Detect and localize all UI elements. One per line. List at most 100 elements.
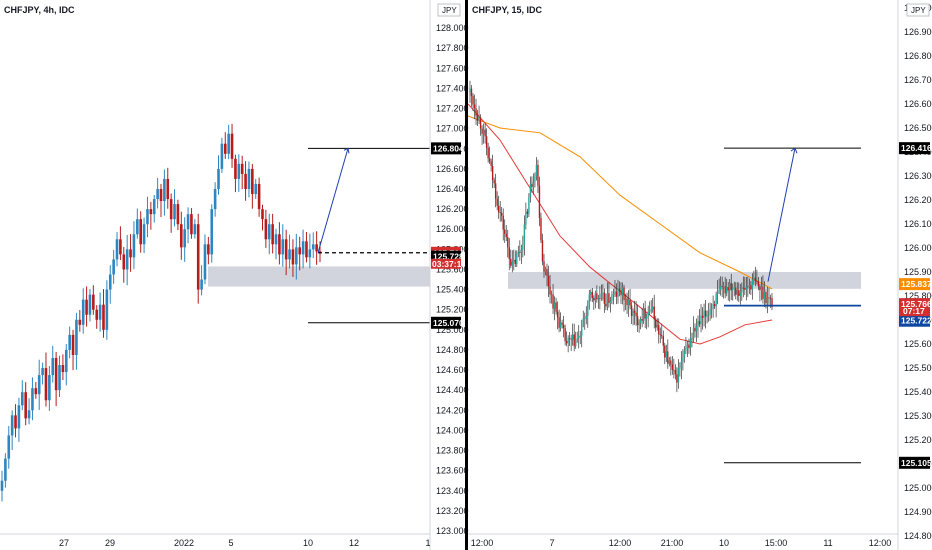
right-candle[interactable] — [491, 154, 494, 189]
left-candle[interactable] — [183, 217, 186, 262]
left-candle[interactable] — [308, 233, 312, 269]
left-candle[interactable] — [207, 236, 210, 265]
right-candle[interactable] — [757, 276, 760, 291]
left-candle[interactable] — [156, 177, 159, 209]
right-candle[interactable] — [611, 291, 613, 305]
right-candle[interactable] — [721, 276, 723, 297]
right-candle[interactable] — [594, 290, 597, 309]
right-candle[interactable] — [609, 296, 612, 313]
right-candle[interactable] — [612, 288, 615, 305]
right-supply-zone[interactable] — [508, 272, 861, 289]
right-candle[interactable] — [496, 191, 498, 211]
right-candle[interactable] — [573, 323, 575, 352]
right-candle[interactable] — [565, 331, 568, 347]
right-candle[interactable] — [627, 290, 630, 317]
left-candle[interactable] — [146, 196, 149, 238]
right-candle[interactable] — [727, 282, 729, 301]
right-candle[interactable] — [667, 339, 669, 369]
left-candle[interactable] — [14, 404, 17, 438]
right-candle[interactable] — [487, 142, 489, 163]
right-candle[interactable] — [771, 293, 773, 311]
right-candle[interactable] — [747, 276, 749, 297]
right-candle[interactable] — [588, 290, 590, 310]
right-candle[interactable] — [735, 282, 737, 300]
right-candle[interactable] — [632, 308, 634, 326]
right-candle[interactable] — [756, 269, 758, 285]
right-candle[interactable] — [739, 283, 741, 305]
left-candle[interactable] — [31, 377, 34, 421]
right-candle[interactable] — [763, 281, 766, 308]
right-candle[interactable] — [662, 330, 664, 353]
right-candle[interactable] — [540, 212, 542, 244]
left-candle[interactable] — [247, 161, 251, 198]
left-candle[interactable] — [159, 183, 163, 218]
right-candle[interactable] — [556, 301, 559, 330]
right-candle[interactable] — [644, 300, 646, 329]
right-candle[interactable] — [576, 331, 578, 343]
right-candle[interactable] — [605, 293, 607, 311]
right-candle[interactable] — [635, 301, 637, 326]
left-price-tag[interactable]: 126.804 — [431, 142, 464, 155]
right-candle[interactable] — [516, 250, 518, 268]
right-candle[interactable] — [652, 297, 654, 313]
left-candle[interactable] — [264, 209, 268, 248]
left-candle[interactable] — [139, 211, 143, 253]
left-candle[interactable] — [257, 177, 261, 217]
right-candle[interactable] — [645, 313, 648, 330]
right-ema-fast-line[interactable] — [467, 103, 773, 345]
left-candle[interactable] — [34, 382, 38, 399]
right-candle[interactable] — [750, 281, 752, 295]
left-candle[interactable] — [227, 124, 230, 160]
right-candle[interactable] — [597, 294, 600, 309]
right-candle[interactable] — [633, 300, 636, 325]
left-candle[interactable] — [61, 354, 65, 381]
right-candle[interactable] — [534, 172, 536, 188]
right-candle[interactable] — [623, 284, 625, 312]
right-candle[interactable] — [671, 356, 674, 375]
left-candle[interactable] — [311, 232, 315, 259]
left-candle[interactable] — [122, 247, 126, 283]
right-candle[interactable] — [504, 219, 506, 243]
right-candle[interactable] — [736, 282, 738, 301]
right-candle[interactable] — [578, 325, 580, 349]
left-chart-pane[interactable]: 128.000 127.800 127.600 127.400 127.200 127.0… — [0, 0, 469, 550]
right-candle[interactable] — [553, 296, 556, 321]
left-candle[interactable] — [261, 204, 264, 231]
left-candle[interactable] — [48, 366, 51, 411]
right-candle[interactable] — [514, 250, 516, 267]
left-candle[interactable] — [203, 234, 207, 285]
right-candle[interactable] — [526, 208, 529, 219]
right-candle[interactable] — [535, 157, 538, 181]
right-candle[interactable] — [730, 273, 732, 301]
right-candle[interactable] — [608, 282, 610, 308]
right-candle[interactable] — [519, 240, 521, 261]
right-candle[interactable] — [523, 215, 526, 256]
left-candle[interactable] — [190, 208, 193, 239]
left-candle[interactable] — [281, 224, 285, 267]
right-candle[interactable] — [543, 253, 545, 278]
left-price-axis[interactable]: 128.000 127.800 127.600 127.400 127.200 127.0… — [436, 23, 469, 536]
right-price-tag[interactable]: 125.837 — [899, 278, 932, 291]
right-candle[interactable] — [759, 283, 761, 302]
left-candle[interactable] — [301, 229, 305, 269]
left-candle[interactable] — [254, 178, 258, 199]
right-candle[interactable] — [470, 85, 473, 107]
right-candle[interactable] — [603, 288, 606, 313]
left-candle[interactable] — [237, 154, 241, 192]
left-candle[interactable] — [288, 234, 291, 269]
right-candle[interactable] — [742, 276, 745, 298]
right-candle[interactable] — [653, 294, 655, 329]
left-candle[interactable] — [37, 359, 41, 410]
right-candle[interactable] — [559, 312, 562, 332]
right-candle[interactable] — [677, 359, 680, 389]
right-candle[interactable] — [469, 80, 471, 103]
right-candle[interactable] — [638, 319, 640, 333]
right-candle[interactable] — [754, 266, 757, 287]
right-candle[interactable] — [686, 340, 689, 358]
right-candle[interactable] — [703, 303, 705, 327]
right-candle[interactable] — [590, 289, 592, 302]
right-candle[interactable] — [729, 278, 731, 302]
right-candle[interactable] — [558, 309, 560, 333]
left-candle[interactable] — [213, 182, 217, 217]
right-time-axis[interactable]: 12:00 7 12:00 21:00 10 15:00 11 12:00 — [468, 533, 898, 548]
